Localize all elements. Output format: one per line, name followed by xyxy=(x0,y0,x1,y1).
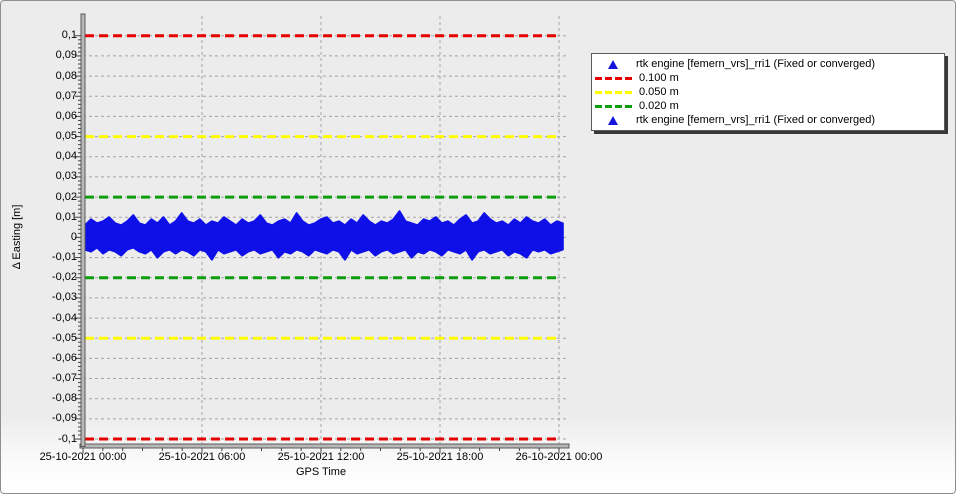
x-axis-line xyxy=(79,443,570,449)
y-tick-label: 0,05 xyxy=(55,130,77,143)
legend-entry-label: rtk engine [femern_vrs]_rri1 (Fixed or c… xyxy=(636,58,876,70)
x-tick-label: 26-10-2021 00:00 xyxy=(515,451,603,463)
y-tick-label: -0,08 xyxy=(51,392,77,405)
y-tick-label: 0,06 xyxy=(55,109,77,122)
triangle-marker-icon xyxy=(592,59,634,69)
y-tick-label: 0,07 xyxy=(55,89,77,102)
x-tick-label: 25-10-2021 00:00 xyxy=(39,451,127,463)
y-tick-label: 0 xyxy=(70,230,77,243)
y-tick-label: -0,07 xyxy=(51,372,77,385)
legend-entry: 0.050 m xyxy=(592,85,944,99)
y-tick-label: 0,1 xyxy=(61,29,77,42)
y-tick-label: -0,02 xyxy=(51,271,77,284)
legend-entry-label: 0.050 m xyxy=(639,86,679,98)
x-tick-label: 25-10-2021 12:00 xyxy=(277,451,365,463)
y-tick-label: 0,08 xyxy=(55,69,77,82)
y-tick-label: -0,03 xyxy=(51,291,77,304)
y-tick-label: -0,09 xyxy=(51,412,77,425)
x-tick-label: 25-10-2021 06:00 xyxy=(158,451,246,463)
y-tick-label: 0,01 xyxy=(55,210,77,223)
x-tick-label: 25-10-2021 18:00 xyxy=(396,451,484,463)
dashed-line-sample-icon xyxy=(592,90,637,94)
y-tick-label: -0,06 xyxy=(51,351,77,364)
legend-entry: 0.020 m xyxy=(592,99,944,113)
y-tick-label: 0,09 xyxy=(55,49,77,62)
y-tick-label: -0,04 xyxy=(51,311,77,324)
y-tick-label: 0,04 xyxy=(55,150,77,163)
y-tick-label: -0,1 xyxy=(58,432,77,445)
y-tick-label: 0,03 xyxy=(55,170,77,183)
legend-entry-label: rtk engine [femern_vrs]_rri1 (Fixed or c… xyxy=(636,114,876,126)
dashed-line-sample-icon xyxy=(592,76,637,80)
dashed-line-sample-icon xyxy=(592,104,637,108)
data-band-series xyxy=(83,210,564,261)
y-tick-label: -0,01 xyxy=(51,251,77,264)
legend-entry: rtk engine [femern_vrs]_rri1 (Fixed or c… xyxy=(592,113,944,127)
legend-entry: 0.100 m xyxy=(592,71,944,85)
legend-entry-label: 0.020 m xyxy=(639,100,679,112)
y-axis-line xyxy=(80,13,86,447)
y-tick-label: -0,05 xyxy=(51,331,77,344)
y-tick-label: 0,02 xyxy=(55,190,77,203)
triangle-marker-icon xyxy=(592,115,634,125)
legend-entry-label: 0.100 m xyxy=(639,72,679,84)
x-axis-title: GPS Time xyxy=(295,466,347,478)
legend-entry: rtk engine [femern_vrs]_rri1 (Fixed or c… xyxy=(592,57,944,71)
y-axis-title: Δ Easting [m] xyxy=(11,204,23,270)
legend-box: rtk engine [femern_vrs]_rri1 (Fixed or c… xyxy=(591,53,945,131)
